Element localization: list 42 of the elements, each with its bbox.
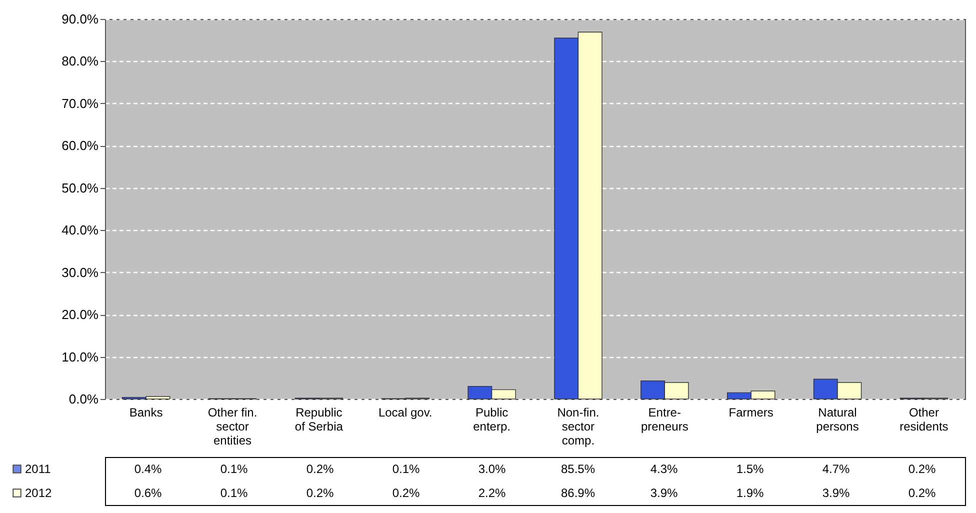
data-label: 4.7% — [822, 462, 850, 476]
data-label: 0.1% — [392, 462, 420, 476]
x-tick-label: Other fin. sector entities — [208, 406, 258, 448]
legend-label: 2012 — [25, 486, 52, 500]
data-label: 0.2% — [306, 462, 334, 476]
x-tick-label: Public enterp. — [473, 406, 510, 434]
x-tick-label: Other residents — [900, 406, 948, 434]
y-tick-label: 30.0% — [62, 264, 99, 280]
data-label: 0.1% — [220, 462, 248, 476]
y-tick-label: 10.0% — [62, 349, 99, 364]
data-label: 4.3% — [650, 462, 678, 476]
data-label: 0.2% — [908, 462, 936, 476]
data-label: 0.1% — [220, 486, 248, 500]
data-label: 3.0% — [478, 462, 506, 476]
y-tick-label: 0.0% — [68, 392, 99, 406]
y-tick-label: 90.0% — [62, 12, 99, 26]
y-tick-label: 80.0% — [62, 54, 99, 69]
x-tick-label: Natural persons — [816, 406, 859, 434]
data-label: 0.2% — [306, 486, 334, 500]
y-tick-label: 60.0% — [62, 138, 99, 154]
data-label: 3.9% — [650, 486, 678, 500]
data-label: 1.5% — [736, 462, 764, 476]
data-label: 86.9% — [560, 486, 596, 500]
y-tick-label: 20.0% — [62, 307, 99, 322]
x-tick-label: Non-fin. sector comp. — [557, 406, 600, 448]
y-tick-label: 40.0% — [62, 222, 99, 238]
data-label: 3.9% — [822, 486, 850, 500]
data-label: 0.6% — [134, 486, 162, 500]
y-tick-label: 50.0% — [62, 180, 99, 196]
x-tick-label: Entre-preneurs — [640, 406, 688, 434]
data-label: 0.2% — [908, 486, 936, 500]
data-label: 0.4% — [134, 462, 162, 476]
data-label: 1.9% — [736, 486, 764, 500]
data-label: 85.5% — [560, 462, 596, 476]
x-tick-label: Banks — [129, 406, 163, 420]
data-label: 2.2% — [478, 486, 506, 500]
legend-label: 2011 — [25, 462, 52, 476]
x-tick-label: Local gov. — [378, 406, 432, 420]
data-label: 0.2% — [392, 486, 420, 500]
x-tick-label: Republic of Serbia — [294, 406, 344, 434]
y-tick-label: 70.0% — [62, 96, 99, 111]
x-tick-label: Farmers — [728, 406, 774, 420]
